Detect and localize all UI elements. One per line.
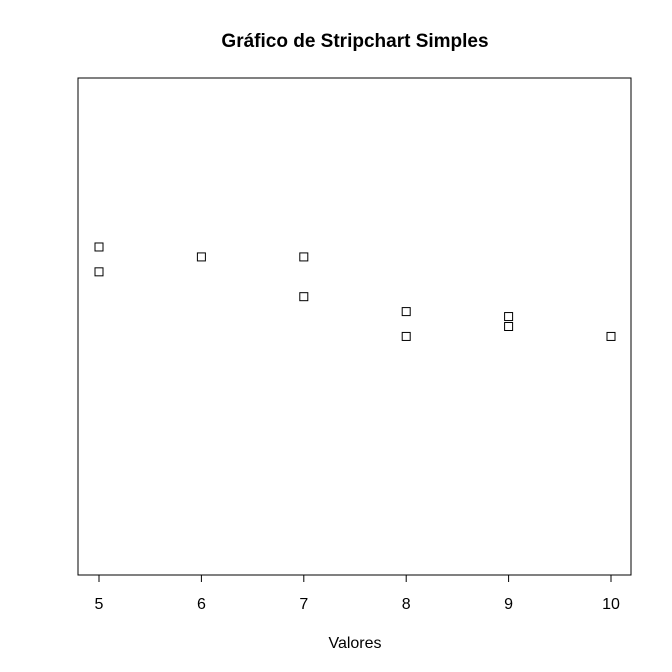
- plot-frame: [77, 77, 632, 576]
- data-point: [94, 242, 104, 252]
- data-point: [401, 307, 411, 317]
- data-point: [504, 312, 514, 322]
- data-point: [606, 331, 616, 341]
- x-tick-label: 7: [299, 596, 308, 613]
- x-tick-label: 8: [402, 596, 411, 613]
- x-tick-label: 5: [95, 596, 104, 613]
- data-point: [401, 331, 411, 341]
- x-tick-label: 9: [504, 596, 513, 613]
- data-point: [196, 252, 206, 262]
- data-point: [299, 252, 309, 262]
- x-tick-label: 10: [602, 596, 620, 613]
- x-tick-label: 6: [197, 596, 206, 613]
- x-axis-label: Valores: [328, 635, 381, 652]
- data-point: [94, 267, 104, 277]
- chart-title: Gráfico de Stripchart Simples: [221, 31, 488, 52]
- x-axis: 5 6 7 8 9 10: [95, 574, 620, 613]
- data-point: [504, 322, 514, 331]
- data-point: [299, 292, 309, 302]
- data-points: [94, 242, 616, 341]
